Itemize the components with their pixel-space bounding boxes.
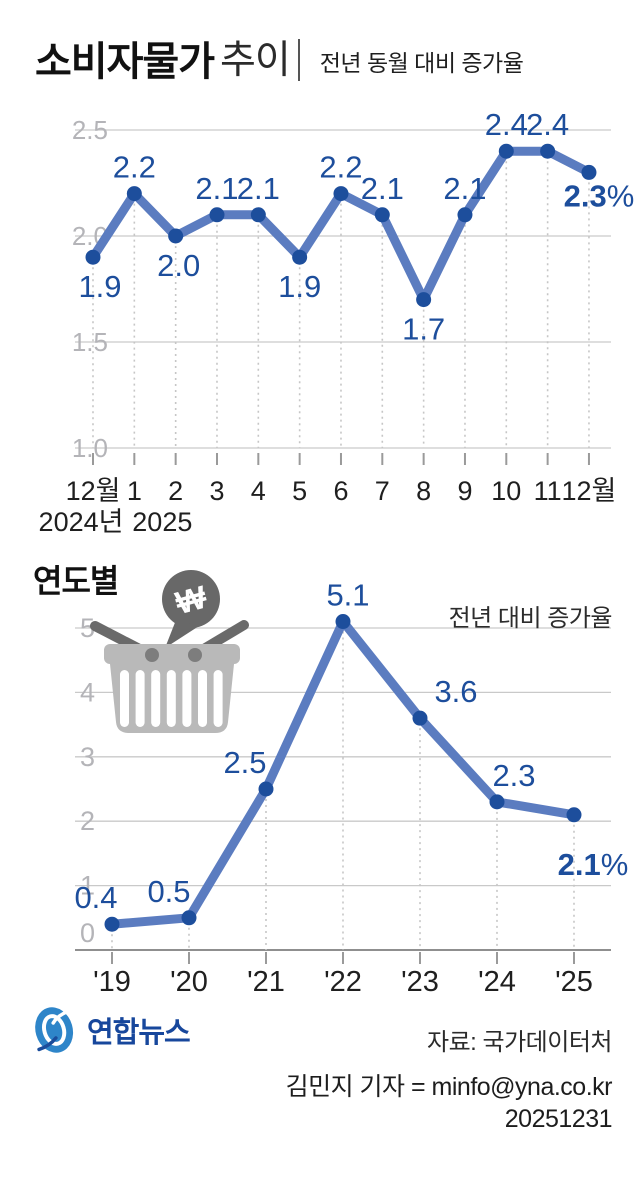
- x-axis-label: '21: [247, 966, 285, 998]
- page-header: 소비자물가 추이 전년 동월 대비 증가율: [35, 38, 524, 85]
- page-subtitle: 전년 동월 대비 증가율: [319, 49, 524, 76]
- data-point: [498, 143, 514, 159]
- data-source: 자료: 국가데이터처: [427, 1029, 612, 1056]
- yearly-section-note: 전년 대비 증가율: [448, 605, 613, 632]
- data-point: [335, 614, 351, 630]
- y-axis-label: 0: [80, 918, 95, 948]
- shopping-basket-icon: ₩: [90, 570, 249, 733]
- x-axis-label: 9: [457, 476, 472, 506]
- value-label: 2.4: [526, 107, 569, 142]
- data-point: [85, 249, 101, 265]
- x-axis-label: '23: [401, 966, 439, 998]
- reporter-byline: 김민지 기자 = minfo@yna.co.kr 20251231: [285, 1072, 613, 1135]
- data-point: [489, 794, 505, 810]
- value-label: 1.7: [402, 312, 445, 347]
- data-point: [581, 164, 597, 180]
- x-axis-label: '20: [170, 966, 208, 998]
- x-axis-label: 7: [375, 476, 390, 506]
- value-label: 2.2: [113, 150, 156, 185]
- value-label: 2.4: [485, 107, 528, 142]
- won-speech-bubble-icon: ₩: [162, 570, 220, 648]
- x-axis-label: '22: [324, 966, 362, 998]
- value-label: 1.9: [278, 269, 321, 304]
- x-axis-label: 1: [127, 476, 142, 506]
- value-label: 0.5: [147, 874, 190, 909]
- x-axis-label: 4: [251, 476, 266, 506]
- value-label: 0.4: [74, 880, 117, 915]
- y-axis-label: 1: [80, 871, 95, 901]
- x-axis-label: 8: [416, 476, 431, 506]
- value-label: 2.1: [361, 171, 404, 206]
- x-axis-sublabel: 2025: [132, 507, 192, 537]
- data-point: [566, 807, 582, 823]
- y-axis-label: 1.5: [72, 327, 108, 357]
- x-axis-label: 6: [333, 476, 348, 506]
- x-axis-label: 12월: [66, 476, 121, 506]
- publish-date: 20251231: [504, 1104, 613, 1133]
- data-point: [250, 207, 266, 223]
- x-axis-label: 3: [209, 476, 224, 506]
- y-axis-label: 2: [80, 806, 95, 836]
- data-point: [126, 186, 142, 202]
- value-label: 2.0: [157, 248, 200, 283]
- y-axis-label: 4: [80, 677, 95, 707]
- title-divider: [297, 38, 300, 81]
- x-axis-label: 5: [292, 476, 307, 506]
- yearly-section-title: 연도별: [33, 563, 119, 599]
- value-label: 2.1: [443, 171, 486, 206]
- y-axis-label: 1.0: [72, 433, 108, 463]
- x-axis-label: '24: [478, 966, 516, 998]
- reporter-email: 김민지 기자 = minfo@yna.co.kr: [285, 1073, 613, 1101]
- page-title: 소비자물가: [35, 39, 215, 84]
- data-point: [292, 249, 308, 265]
- yonhap-logo: 연합뉴스: [32, 1004, 191, 1056]
- page-title-suffix: 추이: [220, 39, 291, 82]
- yonhap-swirl-icon: [35, 1007, 74, 1053]
- x-axis-label: '25: [555, 966, 593, 998]
- data-point: [258, 781, 274, 797]
- x-axis-label: 12월: [562, 476, 617, 506]
- value-label: 3.6: [434, 674, 477, 709]
- data-point: [333, 186, 349, 202]
- value-label: 2.1%: [558, 847, 629, 882]
- data-point: [412, 710, 428, 726]
- data-point: [416, 292, 432, 308]
- data-point: [181, 910, 197, 926]
- data-point: [374, 207, 390, 223]
- value-label: 2.3%: [564, 178, 635, 213]
- data-point: [104, 916, 120, 932]
- data-point: [457, 207, 473, 223]
- y-axis-label: 5: [80, 613, 95, 643]
- value-label: 5.1: [326, 578, 369, 613]
- value-label: 2.3: [492, 758, 535, 793]
- x-axis-label: '19: [93, 966, 131, 998]
- y-axis-label: 3: [80, 742, 95, 772]
- value-label: 2.5: [223, 745, 266, 780]
- x-axis-sublabel: 2024년: [39, 507, 124, 537]
- x-axis-label: 11: [534, 476, 562, 506]
- value-label: 2.1: [195, 171, 238, 206]
- yonhap-logo-text: 연합뉴스: [87, 1017, 191, 1049]
- y-axis-label: 2.5: [72, 115, 108, 145]
- value-label: 1.9: [78, 269, 121, 304]
- data-point: [168, 228, 184, 244]
- x-axis-label: 2: [168, 476, 183, 506]
- yearly-cpi-chart: 5 4 3 2 1 0 '19 '20 '21 '22 '23 '24 '25 0.4 0.5 2.5 5.1 3…: [74, 578, 628, 998]
- x-axis-label: 10: [491, 476, 521, 506]
- value-label: 2.2: [319, 150, 362, 185]
- value-label: 2.1: [237, 171, 280, 206]
- data-point: [540, 143, 556, 159]
- data-point: [209, 207, 225, 223]
